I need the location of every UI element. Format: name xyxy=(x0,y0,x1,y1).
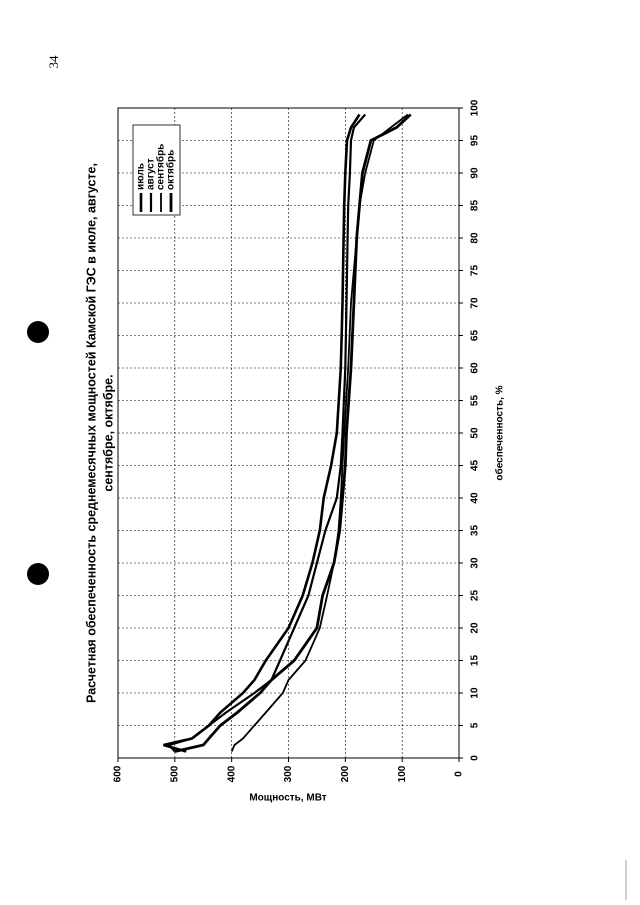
chart-title: сентябре, октябре. xyxy=(101,374,115,491)
x-tick-label: 60 xyxy=(470,362,481,374)
legend-box xyxy=(132,124,181,216)
x-tick-label: 75 xyxy=(470,265,481,277)
page-number: 34 xyxy=(46,55,61,69)
x-tick-label: 10 xyxy=(470,687,481,699)
x-tick-label: 30 xyxy=(470,557,481,569)
x-tick-label: 15 xyxy=(470,655,481,667)
legend-label: сентябрь xyxy=(155,144,167,190)
x-tick-label: 65 xyxy=(470,330,481,342)
x-tick-label: 90 xyxy=(470,167,481,179)
x-tick-label: 50 xyxy=(470,427,481,439)
y-tick-label: 300 xyxy=(283,765,294,782)
series-line xyxy=(167,113,367,753)
x-tick-label: 5 xyxy=(470,722,481,728)
series-line xyxy=(163,113,361,753)
x-tick-label: 55 xyxy=(470,395,481,407)
x-tick-label: 35 xyxy=(470,525,481,537)
y-tick-label: 100 xyxy=(397,765,408,782)
y-tick-label: 500 xyxy=(169,765,180,782)
x-tick-label: 95 xyxy=(470,135,481,147)
y-tick-label: 0 xyxy=(454,771,465,777)
punch-hole xyxy=(27,563,49,585)
punch-hole xyxy=(27,321,49,343)
x-tick-label: 40 xyxy=(470,492,481,504)
y-tick-label: 600 xyxy=(113,765,124,782)
chart-title: Расчетная обеспеченность среднемесячных … xyxy=(84,163,98,703)
series-line xyxy=(174,113,412,753)
x-tick-label: 70 xyxy=(470,297,481,309)
x-tick-label: 25 xyxy=(470,590,481,602)
x-tick-label: 45 xyxy=(470,460,481,472)
y-tick-label: 200 xyxy=(340,765,351,782)
x-tick-label: 20 xyxy=(470,622,481,634)
x-tick-label: 85 xyxy=(470,200,481,212)
x-tick-label: 100 xyxy=(470,99,481,116)
x-axis-label: обеспеченность, % xyxy=(494,385,506,480)
y-axis-label: Мощность, МВт xyxy=(249,793,326,804)
x-tick-label: 0 xyxy=(470,755,481,761)
legend-label: июль xyxy=(136,163,147,190)
x-tick-label: 80 xyxy=(470,232,481,244)
y-tick-label: 400 xyxy=(226,765,237,782)
legend-label: октябрь xyxy=(165,150,177,190)
legend-label: август xyxy=(146,158,157,190)
chart: Расчетная обеспеченность среднемесячных … xyxy=(84,99,505,803)
